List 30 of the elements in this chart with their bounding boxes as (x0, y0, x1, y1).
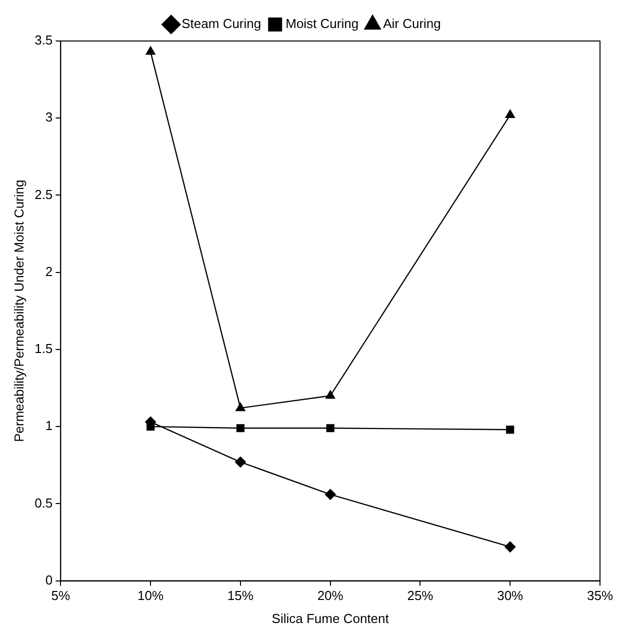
point (236, 402, 246, 412)
point (234, 456, 246, 468)
point (146, 46, 156, 55)
y-tick-label: 1 (45, 418, 53, 434)
x-tick-label: 5% (51, 588, 71, 604)
x-tick-label: 15% (227, 588, 254, 604)
y-tick-label: 2 (45, 264, 53, 279)
y-tick-label: 0.5 (34, 495, 53, 510)
point (506, 426, 514, 434)
y-tick-label: 3.5 (34, 32, 53, 48)
point (326, 390, 336, 399)
x-tick-label: 20% (317, 588, 344, 604)
x-tick-label: 35% (586, 588, 614, 604)
y-tick-label: 2.5 (34, 186, 53, 202)
point (505, 110, 515, 118)
x-tick-label: 10% (138, 588, 164, 604)
point (236, 424, 244, 432)
x-tick-label: 25% (407, 588, 434, 604)
y-tick-label: 1.5 (34, 341, 53, 356)
x-tick-label: 30% (497, 588, 524, 604)
y-tick-label: 3 (45, 110, 53, 125)
point (324, 488, 336, 500)
legend-label: Air Curing (383, 16, 441, 32)
point (504, 541, 516, 552)
y-axis-title: Permeability/Permeability Under Moist Curing (11, 180, 26, 442)
legend-label: Steam Curing (182, 16, 262, 32)
x-axis-title: Silica Fume Content (272, 610, 390, 626)
point (326, 424, 334, 432)
legend-label: Moist Curing (286, 16, 359, 32)
y-tick-label: 0 (45, 572, 53, 588)
